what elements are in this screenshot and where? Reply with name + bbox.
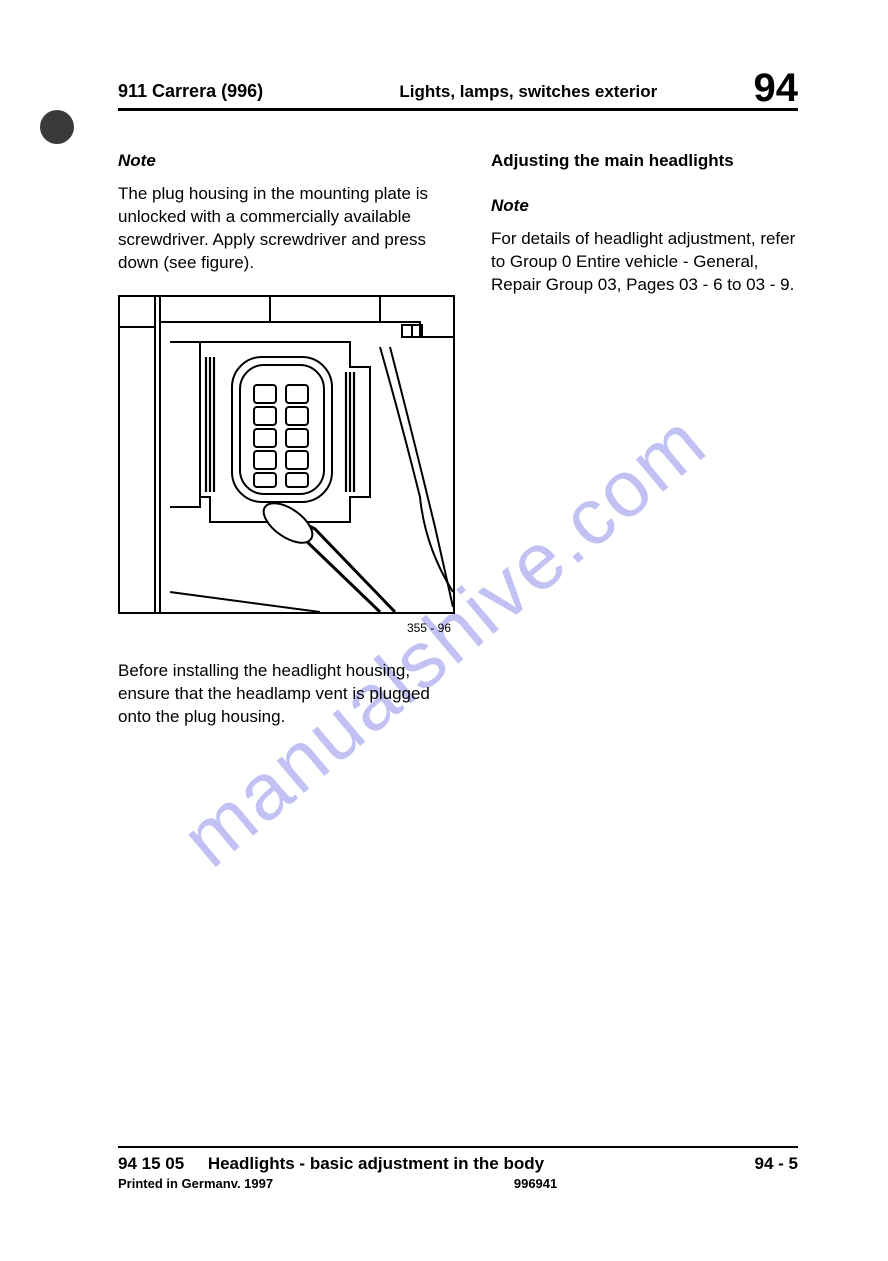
left-column: Note The plug housing in the mounting pl… xyxy=(118,150,455,747)
footer-line-1: 94 15 05 Headlights - basic adjustment i… xyxy=(118,1154,798,1174)
footer-page-ref: 94 - 5 xyxy=(755,1154,798,1174)
footer-code: 94 15 05 xyxy=(118,1154,184,1173)
page-marker-circle xyxy=(40,110,74,144)
page-footer: 94 15 05 Headlights - basic adjustment i… xyxy=(118,1154,798,1191)
note-text-right: For details of headlight adjustment, ref… xyxy=(491,228,798,297)
note-heading-left: Note xyxy=(118,150,455,173)
after-figure-text: Before installing the headlight housing,… xyxy=(118,660,455,729)
footer-rule xyxy=(118,1146,798,1148)
manual-page: 911 Carrera (996) Lights, lamps, switche… xyxy=(0,0,888,1261)
footer-doc-number: 996941 xyxy=(273,1176,798,1191)
footer-line-2: Printed in Germanv. 1997 996941 xyxy=(118,1176,798,1191)
footer-title: Headlights - basic adjustment in the bod… xyxy=(208,1154,544,1173)
technical-figure xyxy=(118,295,455,614)
plug-housing-illustration xyxy=(120,297,453,612)
right-heading: Adjusting the main headlights xyxy=(491,150,798,173)
footer-left: 94 15 05 Headlights - basic adjustment i… xyxy=(118,1154,544,1174)
header-section: Lights, lamps, switches exterior xyxy=(263,82,753,102)
note-heading-right: Note xyxy=(491,195,798,218)
header-chapter-number: 94 xyxy=(754,68,799,108)
content-area: Note The plug housing in the mounting pl… xyxy=(118,150,798,747)
page-header: 911 Carrera (996) Lights, lamps, switche… xyxy=(118,62,798,111)
footer-printed: Printed in Germanv. 1997 xyxy=(118,1176,273,1191)
note-text-left: The plug housing in the mounting plate i… xyxy=(118,183,455,275)
figure-caption: 355 - 96 xyxy=(118,620,451,636)
header-model: 911 Carrera (996) xyxy=(118,81,263,102)
right-column: Adjusting the main headlights Note For d… xyxy=(491,150,798,747)
